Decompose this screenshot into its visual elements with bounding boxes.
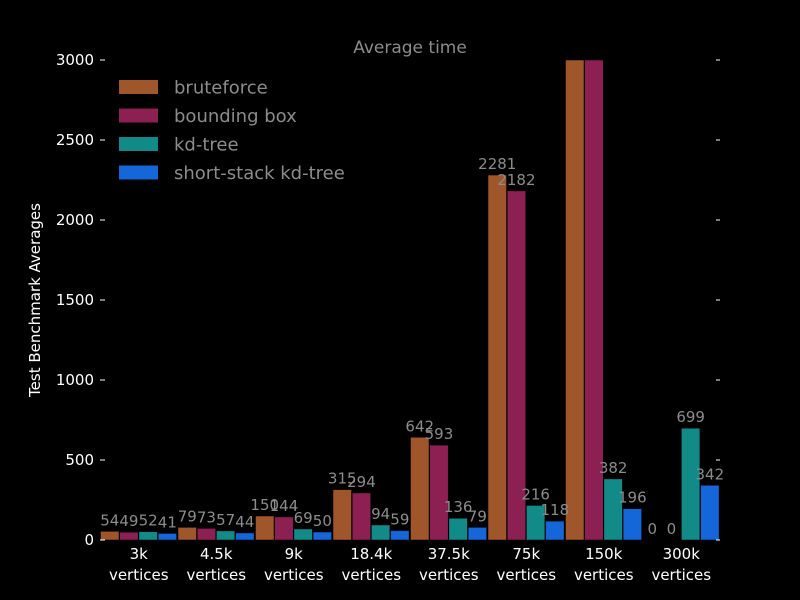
bar-short-stack-kd-tree [235, 532, 255, 541]
legend-swatch-bounding-box [119, 108, 158, 123]
legend-label-bruteforce: bruteforce [174, 78, 268, 99]
data-label-kd-tree: 57 [216, 511, 235, 529]
data-label-short-stack-kd-tree: 79 [468, 507, 487, 525]
bar-kd-tree [603, 478, 623, 541]
data-label-bounding-box: 144 [270, 497, 299, 515]
bar-bounding-box [119, 531, 139, 541]
data-label-kd-tree: 216 [521, 485, 550, 503]
y-tick-label: 500 [65, 451, 94, 469]
data-labels-layer: 54 79 150 315 642 2281 0 49 73 144 294 593 2182 0 52 57… [100, 155, 724, 538]
data-label-kd-tree: 382 [599, 459, 628, 477]
data-label-kd-tree: 69 [294, 509, 313, 527]
bar-bruteforce [332, 489, 352, 541]
bar-kd-tree [138, 531, 158, 541]
x-tick-label: vertices [574, 566, 634, 584]
data-label-kd-tree: 699 [676, 408, 705, 426]
data-label-bounding-box: 0 [667, 520, 677, 538]
legend-swatch-bruteforce [119, 80, 158, 94]
chart-title: Average time [353, 38, 467, 58]
y-tick-label: 1500 [56, 291, 94, 309]
legend-label-bounding-box: bounding box [174, 106, 297, 127]
x-tick-label: vertices [186, 566, 246, 584]
data-label-short-stack-kd-tree: 342 [696, 465, 725, 483]
data-label-bruteforce: 79 [178, 507, 197, 525]
bar-bruteforce [410, 437, 430, 541]
data-label-bruteforce: 315 [328, 470, 357, 488]
bar-kd-tree [216, 530, 236, 541]
bar-short-stack-kd-tree [312, 531, 332, 541]
legend-swatch-short-stack-kd-tree [119, 165, 158, 180]
bar-bounding-box [274, 516, 294, 541]
data-label-short-stack-kd-tree: 41 [158, 513, 177, 531]
bar-bounding-box [196, 528, 216, 541]
data-label-bounding-box: 593 [425, 425, 454, 443]
bar-short-stack-kd-tree [700, 485, 720, 541]
bar-bounding-box [584, 59, 604, 541]
data-label-bruteforce: 2281 [478, 155, 516, 173]
data-label-short-stack-kd-tree: 196 [618, 489, 647, 507]
x-tick-label: vertices [651, 566, 711, 584]
data-label-kd-tree: 52 [139, 512, 158, 530]
bar-bounding-box [351, 492, 371, 541]
y-tick-label: 2500 [56, 131, 94, 149]
x-tick-label: vertices [264, 566, 324, 584]
bar-short-stack-kd-tree [467, 527, 487, 541]
x-tick-label: 3k [130, 545, 149, 563]
y-tick-label: 3000 [56, 51, 94, 69]
x-tick-label: 9k [285, 545, 304, 563]
bar-short-stack-kd-tree [157, 533, 177, 541]
bar-kd-tree [371, 524, 391, 541]
x-tick-label: 75k [512, 545, 540, 563]
bar-kd-tree [293, 528, 313, 541]
data-label-short-stack-kd-tree: 118 [541, 501, 570, 519]
data-label-short-stack-kd-tree: 50 [313, 512, 332, 530]
bar-bounding-box [506, 190, 526, 541]
bars-layer [100, 59, 720, 541]
data-label-bruteforce: 0 [647, 520, 657, 538]
bar-kd-tree [526, 505, 546, 541]
bar-bounding-box [429, 444, 449, 541]
axes-layer: 0500100015002000250030003kvertices4.5kve… [56, 51, 720, 584]
legend-label-kd-tree: kd-tree [174, 135, 239, 156]
legend-swatch-kd-tree [119, 137, 158, 151]
legend-label-short-stack-kd-tree: short-stack kd-tree [174, 163, 345, 184]
bar-short-stack-kd-tree [622, 508, 642, 541]
data-label-short-stack-kd-tree: 44 [235, 513, 254, 531]
y-tick-label: 1000 [56, 371, 94, 389]
legend: bruteforce bounding box kd-tree short-stack… [119, 78, 345, 184]
bar-short-stack-kd-tree [390, 530, 410, 541]
data-label-bounding-box: 49 [119, 512, 138, 530]
data-label-bruteforce: 642 [405, 417, 434, 435]
x-tick-label: 300k [663, 545, 701, 563]
x-tick-label: vertices [109, 566, 169, 584]
x-tick-label: 150k [585, 545, 623, 563]
bar-bruteforce [565, 59, 585, 541]
data-label-kd-tree: 94 [371, 505, 390, 523]
bar-bruteforce [255, 515, 275, 541]
data-label-bruteforce: 150 [250, 496, 279, 514]
y-axis-label: Test Benchmark Averages [26, 203, 44, 398]
bar-bruteforce [100, 531, 120, 541]
x-tick-label: vertices [496, 566, 556, 584]
x-tick-label: 37.5k [428, 545, 470, 563]
bar-kd-tree [681, 427, 701, 541]
bar-bruteforce [487, 174, 507, 541]
x-tick-label: vertices [341, 566, 401, 584]
y-tick-label: 2000 [56, 211, 94, 229]
data-label-bounding-box: 2182 [497, 171, 535, 189]
data-label-bounding-box: 294 [347, 473, 376, 491]
data-label-bounding-box: 73 [197, 508, 216, 526]
x-tick-label: 4.5k [200, 545, 233, 563]
bar-kd-tree [448, 517, 468, 541]
data-label-short-stack-kd-tree: 59 [390, 511, 409, 529]
y-tick-label: 0 [84, 531, 94, 549]
data-label-bruteforce: 54 [100, 511, 119, 529]
bar-bruteforce [177, 527, 197, 541]
x-tick-label: vertices [419, 566, 479, 584]
data-label-kd-tree: 136 [444, 498, 473, 516]
bar-short-stack-kd-tree [545, 520, 565, 541]
x-tick-label: 18.4k [350, 545, 392, 563]
